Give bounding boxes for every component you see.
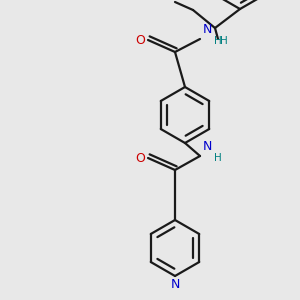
Text: N: N [203, 140, 212, 153]
Text: N: N [170, 278, 180, 291]
Text: N: N [203, 23, 212, 36]
Text: H: H [220, 36, 228, 46]
Text: H: H [214, 36, 222, 46]
Text: O: O [135, 152, 145, 164]
Text: H: H [214, 153, 222, 163]
Text: O: O [135, 34, 145, 46]
